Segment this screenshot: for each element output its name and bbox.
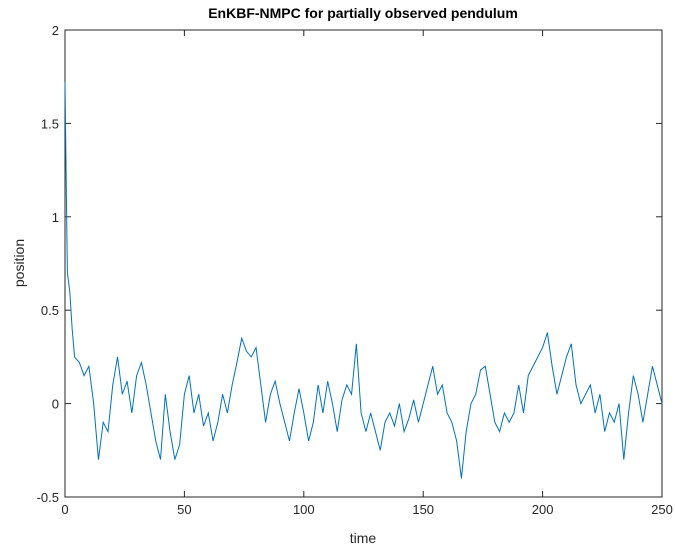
x-tick-label: 100: [293, 502, 315, 517]
y-tick-label: 1: [52, 210, 59, 225]
y-tick-label: 1.5: [41, 116, 59, 131]
x-tick-label: 0: [61, 502, 68, 517]
x-tick-label: 250: [651, 502, 673, 517]
y-tick-label: 0.5: [41, 303, 59, 318]
axes-box: [64, 29, 663, 498]
x-tick-label: 50: [177, 502, 191, 517]
x-axis-label: time: [350, 530, 377, 546]
chart-title: EnKBF-NMPC for partially observed pendul…: [208, 5, 518, 21]
x-tick-label: 150: [412, 502, 434, 517]
data-line: [64, 82, 663, 479]
x-tick-label: 200: [532, 502, 554, 517]
y-tick-label: -0.5: [37, 490, 59, 505]
y-tick-label: 0: [52, 397, 59, 412]
y-axis-label: position: [11, 239, 27, 287]
y-tick-label: 2: [52, 23, 59, 38]
